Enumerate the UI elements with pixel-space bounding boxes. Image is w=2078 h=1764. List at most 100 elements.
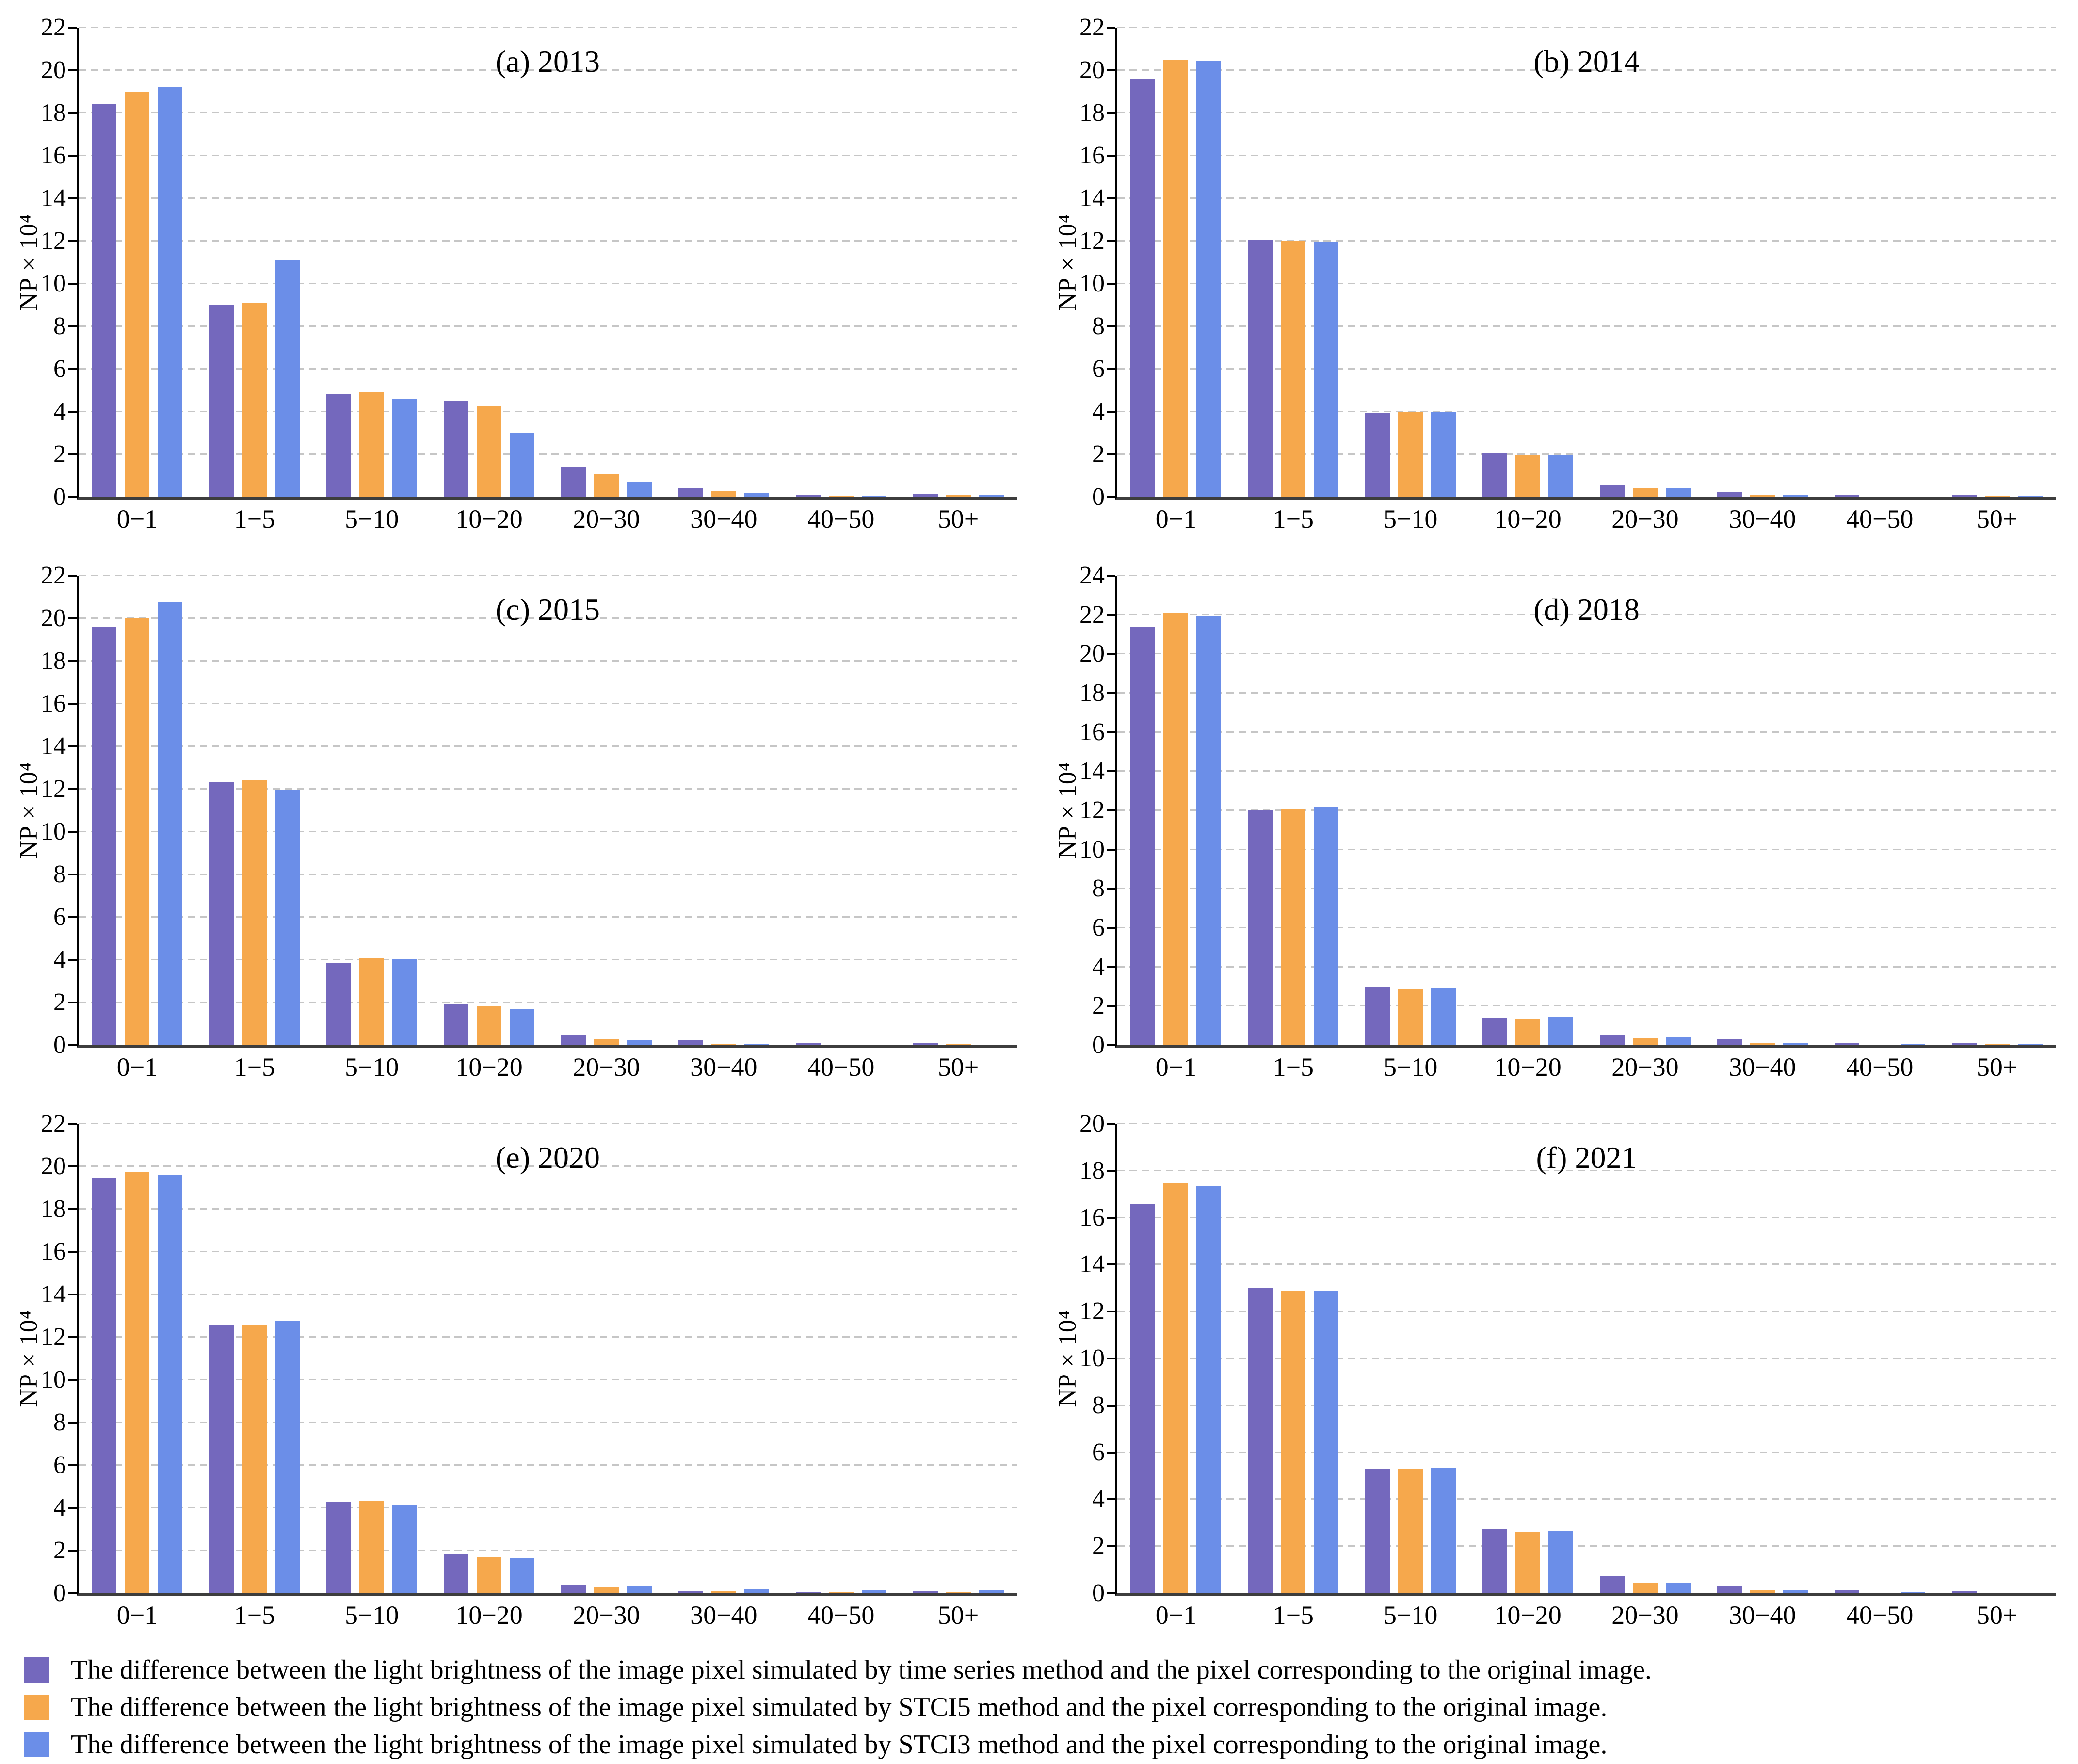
x-tick-label: 5−10 bbox=[344, 504, 399, 534]
y-tick-label: 18 bbox=[41, 1195, 66, 1223]
legend-label: The difference between the light brightn… bbox=[71, 1729, 1608, 1760]
y-tick-label: 20 bbox=[1079, 1110, 1105, 1137]
y-tick-label: 16 bbox=[1079, 1203, 1105, 1231]
y-tick-mark bbox=[68, 660, 77, 663]
gridline bbox=[1117, 888, 2056, 890]
y-tick-mark bbox=[68, 788, 77, 791]
bar bbox=[1717, 492, 1742, 497]
bar bbox=[711, 490, 736, 497]
bar bbox=[359, 957, 385, 1045]
y-tick-label: 4 bbox=[53, 1494, 66, 1521]
y-tick-mark bbox=[68, 703, 77, 705]
y-tick-label: 6 bbox=[1092, 1438, 1105, 1466]
bar bbox=[1196, 1186, 1222, 1593]
y-tick-mark bbox=[1107, 770, 1115, 773]
bar bbox=[359, 1500, 385, 1593]
bar bbox=[125, 618, 150, 1045]
y-tick-mark bbox=[1107, 1311, 1115, 1313]
y-tick-label: 4 bbox=[1092, 953, 1105, 981]
y-tick-label: 10 bbox=[41, 1366, 66, 1393]
gridline bbox=[79, 1550, 1017, 1551]
y-tick-mark bbox=[1107, 112, 1115, 114]
y-tick-mark bbox=[1107, 1044, 1115, 1046]
gridline bbox=[1117, 411, 2056, 412]
bar bbox=[326, 963, 352, 1045]
bar-group bbox=[1235, 1124, 1352, 1593]
gridline bbox=[79, 27, 1017, 28]
bar bbox=[444, 401, 469, 497]
bar-group bbox=[665, 1124, 782, 1593]
gridline bbox=[1117, 69, 2056, 71]
gridline bbox=[1117, 453, 2056, 455]
gridline bbox=[79, 1251, 1017, 1253]
gridline bbox=[1117, 27, 2056, 28]
charts-grid: NP×10⁴ 0 2 4 6 8 10 12 14 16 18 20 22 (a) 2013 0−1 1−5 5… bbox=[0, 14, 2056, 1630]
bar bbox=[1717, 1586, 1742, 1593]
y-tick-mark bbox=[1107, 966, 1115, 968]
y-tick-mark bbox=[68, 916, 77, 918]
bar-group bbox=[782, 28, 900, 497]
y-tick-label: 22 bbox=[41, 14, 66, 41]
bar-group bbox=[431, 576, 548, 1045]
y-tick-mark bbox=[68, 411, 77, 413]
y-tick-mark bbox=[1107, 283, 1115, 285]
bar bbox=[242, 303, 267, 497]
bar bbox=[561, 1035, 586, 1045]
y-tick-mark bbox=[68, 1002, 77, 1003]
gridline bbox=[79, 874, 1017, 875]
y-axis-title: NP×10⁴ bbox=[15, 214, 43, 311]
bar bbox=[1431, 412, 1456, 497]
bar bbox=[2017, 1044, 2043, 1045]
bar-group bbox=[431, 1124, 548, 1593]
bar bbox=[561, 467, 586, 497]
bar bbox=[125, 92, 150, 497]
bar-group bbox=[1938, 28, 2056, 497]
gridline bbox=[1117, 197, 2056, 199]
gridline bbox=[1117, 240, 2056, 242]
bar-group bbox=[1117, 576, 1235, 1045]
bar bbox=[1599, 484, 1625, 497]
bar bbox=[510, 1558, 535, 1593]
legend-item: The difference between the light brightn… bbox=[24, 1688, 2078, 1726]
bar-group bbox=[900, 1124, 1017, 1593]
x-tick-label: 20−30 bbox=[1611, 1601, 1679, 1630]
bar bbox=[946, 495, 971, 497]
y-tick-mark bbox=[68, 1336, 77, 1339]
y-tick-label: 24 bbox=[1079, 562, 1105, 589]
bar bbox=[594, 1038, 619, 1045]
gridline bbox=[79, 1507, 1017, 1508]
gridline bbox=[79, 411, 1017, 412]
bar bbox=[1365, 413, 1390, 497]
y-tick-label: 20 bbox=[41, 604, 66, 632]
bar bbox=[1599, 1034, 1625, 1045]
bar bbox=[1163, 613, 1189, 1045]
bar bbox=[1750, 1043, 1775, 1045]
y-tick-mark bbox=[68, 1464, 77, 1466]
x-tick-label: 0−1 bbox=[116, 1601, 158, 1630]
bar bbox=[979, 1590, 1004, 1593]
y-tick-mark bbox=[68, 1507, 77, 1509]
gridline bbox=[79, 283, 1017, 284]
x-axis-labels: 0−1 1−5 5−10 10−20 20−30 30−40 40−50 50+ bbox=[1117, 1054, 2056, 1080]
x-tick-label: 40−50 bbox=[807, 1601, 875, 1630]
bar bbox=[92, 104, 117, 497]
bar bbox=[1900, 1044, 1925, 1045]
bar bbox=[1834, 1590, 1859, 1593]
bars bbox=[1117, 576, 2056, 1045]
chart-panel: NP×10⁴ 0 2 4 6 8 10 12 14 16 18 20 22 (c) 2015 0−1 1−5 5… bbox=[0, 548, 1039, 1096]
y-tick-mark bbox=[1107, 368, 1115, 370]
x-tick-label: 1−5 bbox=[1273, 1052, 1314, 1082]
bar bbox=[1163, 1183, 1189, 1593]
y-tick-label: 16 bbox=[41, 142, 66, 170]
y-tick-label: 18 bbox=[41, 647, 66, 675]
gridline bbox=[79, 453, 1017, 455]
bar bbox=[1984, 496, 2010, 497]
x-tick-label: 1−5 bbox=[1273, 1601, 1314, 1630]
gridline bbox=[79, 197, 1017, 199]
bar bbox=[1599, 1575, 1625, 1593]
y-tick-mark bbox=[1107, 1005, 1115, 1007]
gridline bbox=[1117, 1169, 2056, 1171]
gridline bbox=[79, 1379, 1017, 1380]
gridline bbox=[1117, 966, 2056, 968]
bar bbox=[861, 1590, 886, 1593]
